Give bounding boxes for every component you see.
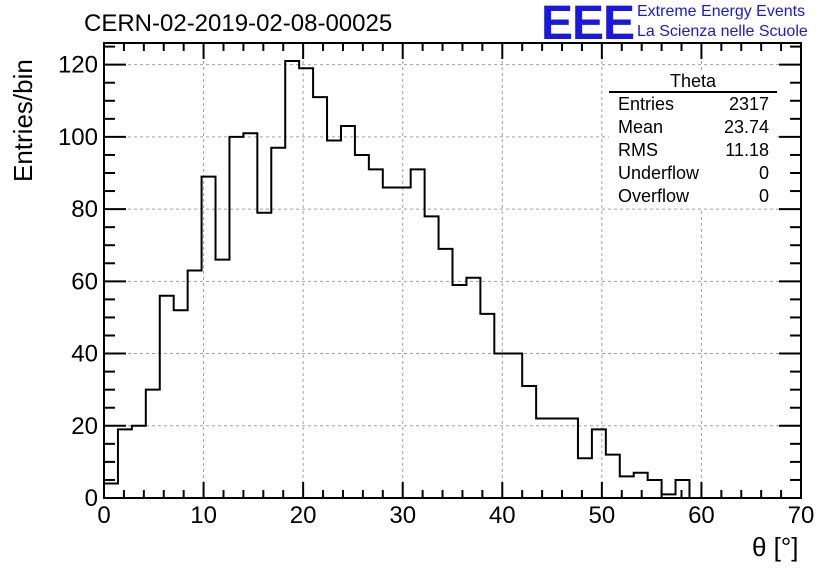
y-tick-label: 20 [71, 413, 98, 440]
logo-line-1: Extreme Energy Events [637, 3, 806, 20]
y-tick-label: 0 [85, 485, 98, 512]
stats-label: Overflow [618, 186, 690, 206]
stats-box-title: Theta [609, 72, 777, 93]
stats-value: 11.18 [725, 140, 769, 160]
x-axis-label: θ [°] [752, 532, 799, 562]
eee-logo-text: Extreme Energy Events La Scienza nelle S… [637, 2, 808, 42]
stats-row: RMS 11.18 [609, 139, 777, 162]
x-tick-label: 0 [97, 502, 110, 529]
logo-line-2: La Scienza nelle Scuole [637, 23, 808, 40]
x-tick-label: 10 [190, 502, 217, 529]
stats-label: Entries [618, 94, 675, 114]
x-tick-label: 30 [389, 502, 416, 529]
x-tick-label: 50 [589, 502, 616, 529]
stats-label: Underflow [618, 163, 700, 183]
stats-value: 23.74 [723, 117, 769, 137]
chart-title: CERN-02-2019-02-08-00025 [84, 10, 393, 37]
y-tick-label: 60 [71, 268, 98, 295]
tick-labels: 0 10 20 30 40 50 60 70 0 20 40 60 80 100 120 [58, 52, 814, 529]
stats-label: Mean [618, 117, 664, 137]
y-tick-label: 100 [58, 124, 98, 151]
stats-value: 2317 [728, 94, 769, 114]
x-tick-label: 60 [688, 502, 715, 529]
eee-logo-mark: EEE [541, 0, 635, 50]
stats-label: RMS [618, 140, 658, 160]
stats-value: 0 [758, 186, 769, 206]
histogram-step-line [103, 60, 801, 499]
stats-row: Overflow 0 [609, 185, 777, 208]
x-tick-label: 70 [788, 502, 815, 529]
y-tick-label: 40 [71, 341, 98, 368]
axis-ticks [103, 43, 802, 499]
grid-lines [104, 43, 801, 498]
stats-value: 0 [758, 163, 769, 183]
stats-row: Entries 2317 [609, 93, 777, 116]
y-axis-label: Entries/bin [8, 59, 38, 182]
stats-row: Mean 23.74 [609, 116, 777, 139]
stats-box: Theta Entries 2317 Mean 23.74 RMS 11.18 … [609, 72, 777, 208]
plot-frame [103, 42, 802, 499]
y-tick-label: 80 [71, 196, 98, 223]
y-tick-label: 120 [58, 52, 98, 79]
x-tick-label: 40 [489, 502, 516, 529]
stats-row: Underflow 0 [609, 162, 777, 185]
x-tick-label: 20 [290, 502, 317, 529]
